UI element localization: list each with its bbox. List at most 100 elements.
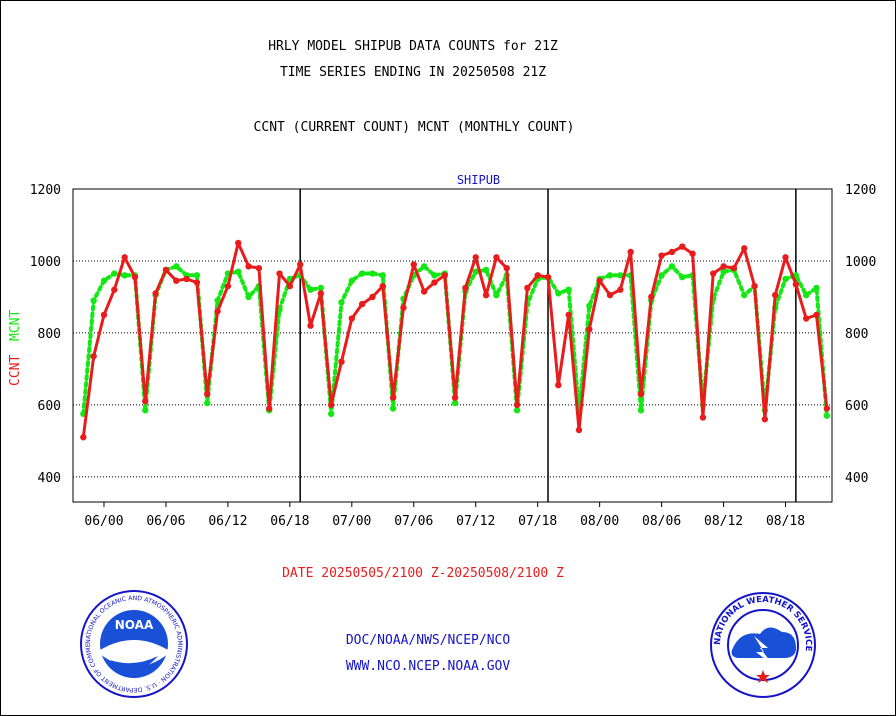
data-point-mcnt <box>637 407 645 414</box>
panel-label: SHIPUB <box>457 173 500 187</box>
y-tick-label-right: 400 <box>845 471 868 486</box>
x-tick-label: 08/18 <box>766 514 805 529</box>
y-tick-label-left: 400 <box>38 471 61 486</box>
data-point-ccnt <box>286 282 294 290</box>
data-point-mcnt <box>420 263 428 270</box>
data-point-mcnt <box>823 412 831 419</box>
data-point-mcnt <box>813 284 820 292</box>
data-point-ccnt <box>772 291 779 299</box>
data-point-ccnt <box>813 311 820 319</box>
data-point-ccnt <box>162 266 170 274</box>
data-point-ccnt <box>720 263 727 270</box>
data-point-mcnt <box>173 263 180 270</box>
y-tick-label-left: 1000 <box>30 255 61 270</box>
data-point-ccnt <box>524 284 531 292</box>
data-point-ccnt <box>503 264 510 272</box>
x-tick-label: 08/06 <box>642 514 681 529</box>
data-point-ccnt <box>782 254 789 261</box>
data-point-mcnt <box>338 299 345 306</box>
data-point-ccnt <box>142 398 149 405</box>
data-point-ccnt <box>276 270 283 277</box>
data-point-ccnt <box>586 326 593 333</box>
data-point-mcnt <box>193 272 201 279</box>
data-point-mcnt <box>379 272 386 279</box>
data-point-ccnt <box>100 311 108 319</box>
data-point-ccnt <box>689 250 696 257</box>
data-point-mcnt <box>348 277 356 284</box>
x-tick-label: 06/12 <box>208 514 247 529</box>
x-tick-label: 07/06 <box>394 514 433 529</box>
data-point-ccnt <box>183 275 190 283</box>
data-point-ccnt <box>338 358 345 365</box>
date-range: DATE 20250505/2100 Z-20250508/2100 Z <box>282 566 564 581</box>
data-point-mcnt <box>121 272 128 279</box>
data-point-ccnt <box>420 288 428 295</box>
y-tick-label-right: 1000 <box>845 255 876 270</box>
data-point-ccnt <box>462 284 469 292</box>
data-point-ccnt <box>823 405 831 412</box>
series-ccnt <box>80 239 831 441</box>
data-point-ccnt <box>637 390 645 398</box>
x-tick-label: 06/06 <box>146 514 185 529</box>
data-point-ccnt <box>389 394 397 401</box>
data-point-mcnt <box>214 297 221 304</box>
data-point-mcnt <box>679 273 686 281</box>
x-tick-label: 07/12 <box>456 514 495 529</box>
data-point-ccnt <box>679 243 686 250</box>
data-point-ccnt <box>358 300 366 308</box>
data-point-ccnt <box>751 282 758 290</box>
data-point-mcnt <box>586 302 593 310</box>
data-point-ccnt <box>668 248 676 256</box>
data-point-mcnt <box>493 291 500 299</box>
y-tick-label-right: 600 <box>845 399 868 414</box>
data-point-ccnt <box>80 434 87 441</box>
data-point-ccnt <box>792 281 800 288</box>
x-tick-label: 08/00 <box>580 514 619 529</box>
data-point-ccnt <box>482 291 490 299</box>
data-point-ccnt <box>544 273 552 281</box>
data-point-mcnt <box>111 270 118 277</box>
data-point-ccnt <box>658 252 665 259</box>
data-point-ccnt <box>565 311 572 319</box>
data-point-ccnt <box>534 272 541 279</box>
y-tick-label-right: 1200 <box>845 183 876 198</box>
data-point-mcnt <box>358 270 366 277</box>
data-point-mcnt <box>741 291 748 299</box>
data-point-ccnt <box>431 279 438 286</box>
data-point-mcnt <box>317 284 325 292</box>
data-point-ccnt <box>493 254 500 261</box>
data-point-ccnt <box>555 381 562 389</box>
chart-subtitle: TIME SERIES ENDING IN 20250508 21Z <box>279 65 547 80</box>
data-point-mcnt <box>307 286 314 293</box>
website-link: WWW.NCO.NCEP.NOAA.GOV <box>345 659 511 674</box>
data-point-mcnt <box>235 268 242 275</box>
data-point-mcnt <box>204 399 211 407</box>
data-point-ccnt <box>152 290 159 297</box>
noaa-logo: NATIONAL OCEANIC AND ATMOSPHERIC ADMINIS… <box>80 590 188 698</box>
data-point-ccnt <box>224 282 232 290</box>
data-point-ccnt <box>513 401 521 409</box>
data-point-mcnt <box>142 407 149 414</box>
data-point-mcnt <box>327 410 335 418</box>
data-point-ccnt <box>802 315 810 322</box>
data-point-ccnt <box>90 353 97 360</box>
data-point-ccnt <box>121 254 128 261</box>
data-point-ccnt <box>214 308 221 315</box>
data-point-mcnt <box>513 407 521 414</box>
data-point-ccnt <box>245 263 252 270</box>
data-point-ccnt <box>317 290 325 297</box>
data-point-ccnt <box>255 264 263 272</box>
data-point-ccnt <box>730 264 738 272</box>
x-tick-label: 06/00 <box>84 514 123 529</box>
data-point-ccnt <box>410 261 417 268</box>
series-legend-title: CCNT (CURRENT COUNT) MCNT (MONTHLY COUNT… <box>253 120 575 135</box>
data-point-ccnt <box>761 416 769 423</box>
data-point-mcnt <box>431 272 438 279</box>
data-point-ccnt <box>617 286 624 293</box>
data-point-mcnt <box>472 268 479 275</box>
data-point-ccnt <box>451 394 459 401</box>
y-axis-label-ccnt: CCNT <box>8 355 23 386</box>
data-point-ccnt <box>472 254 479 261</box>
data-point-ccnt <box>235 239 242 247</box>
